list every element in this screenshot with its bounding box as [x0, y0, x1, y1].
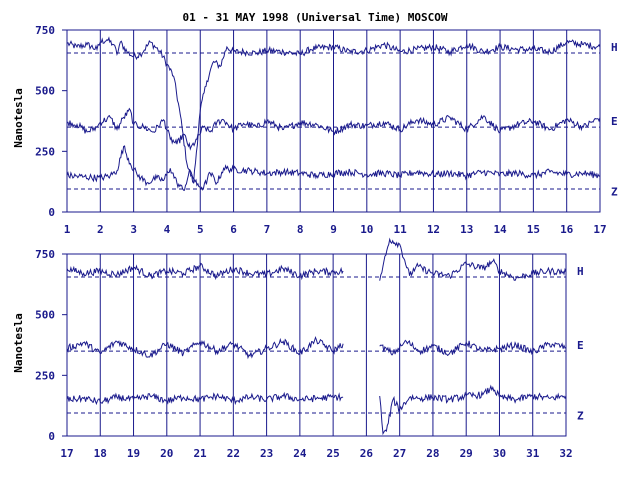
x-tick-label: 25 — [327, 447, 340, 460]
x-tick-label: 8 — [297, 223, 304, 236]
trace-z — [66, 145, 601, 191]
x-tick-label: 28 — [426, 447, 439, 460]
x-tick-label: 13 — [460, 223, 473, 236]
x-tick-label: 30 — [493, 447, 506, 460]
trace-z — [66, 384, 567, 436]
x-tick-label: 24 — [293, 447, 307, 460]
series-label-z: Z — [577, 409, 584, 422]
y-axis-label-bottom: Nanotesla — [12, 313, 25, 373]
x-tick-label: 17 — [60, 447, 73, 460]
bottom-panel-may-17-31: 17 18 19 20 21 22 23 24 25 26 27 28 29 30 31 32 0 250 500 7… — [35, 237, 584, 460]
y-tick-label: 250 — [35, 145, 55, 158]
x-tick-label: 20 — [160, 447, 173, 460]
series-label-h: H — [577, 265, 584, 278]
series-label-z: Z — [611, 185, 618, 198]
y-tick-label: 750 — [35, 24, 55, 37]
y-axis-label-top: Nanotesla — [12, 88, 25, 148]
series-label-e: E — [611, 115, 618, 128]
x-tick-label: 18 — [94, 447, 107, 460]
x-tick-label: 9 — [330, 223, 337, 236]
trace-h — [66, 237, 567, 282]
x-tick-label: 10 — [360, 223, 373, 236]
x-tick-label: 19 — [127, 447, 140, 460]
y-tick-label: 0 — [48, 206, 55, 219]
x-tick-label: 26 — [360, 447, 374, 460]
y-tick-label: 500 — [35, 309, 55, 322]
chart-title: 01 - 31 MAY 1998 (Universal Time) MOSCOW — [183, 11, 448, 24]
x-tick-label: 32 — [559, 447, 572, 460]
trace-h — [66, 36, 601, 185]
x-tick-label: 6 — [230, 223, 237, 236]
y-tick-label: 0 — [48, 430, 55, 443]
x-tick-label: 2 — [97, 223, 104, 236]
trace-e — [67, 107, 601, 151]
x-tick-label: 5 — [197, 223, 204, 236]
x-tick-label: 21 — [193, 447, 207, 460]
series-label-h: H — [611, 41, 618, 54]
plot-frame — [66, 253, 567, 437]
trace-e — [66, 335, 567, 360]
x-tick-label: 14 — [493, 223, 507, 236]
y-tick-label: 500 — [35, 85, 55, 98]
x-tick-label: 27 — [393, 447, 406, 460]
y-tick-label: 750 — [35, 248, 55, 261]
x-tick-label: 12 — [427, 223, 440, 236]
x-tick-label: 1 — [64, 223, 71, 236]
x-tick-label: 3 — [130, 223, 137, 236]
x-tick-label: 7 — [264, 223, 271, 236]
x-tick-label: 31 — [526, 447, 540, 460]
series-label-e: E — [577, 339, 584, 352]
x-tick-label: 22 — [227, 447, 240, 460]
x-tick-label: 17 — [593, 223, 606, 236]
x-tick-label: 23 — [260, 447, 273, 460]
x-tick-label: 16 — [560, 223, 574, 236]
x-tick-label: 4 — [164, 223, 171, 236]
y-tick-label: 250 — [35, 369, 55, 382]
x-tick-label: 11 — [394, 223, 408, 236]
x-tick-label: 29 — [460, 447, 473, 460]
x-tick-label: 15 — [527, 223, 540, 236]
